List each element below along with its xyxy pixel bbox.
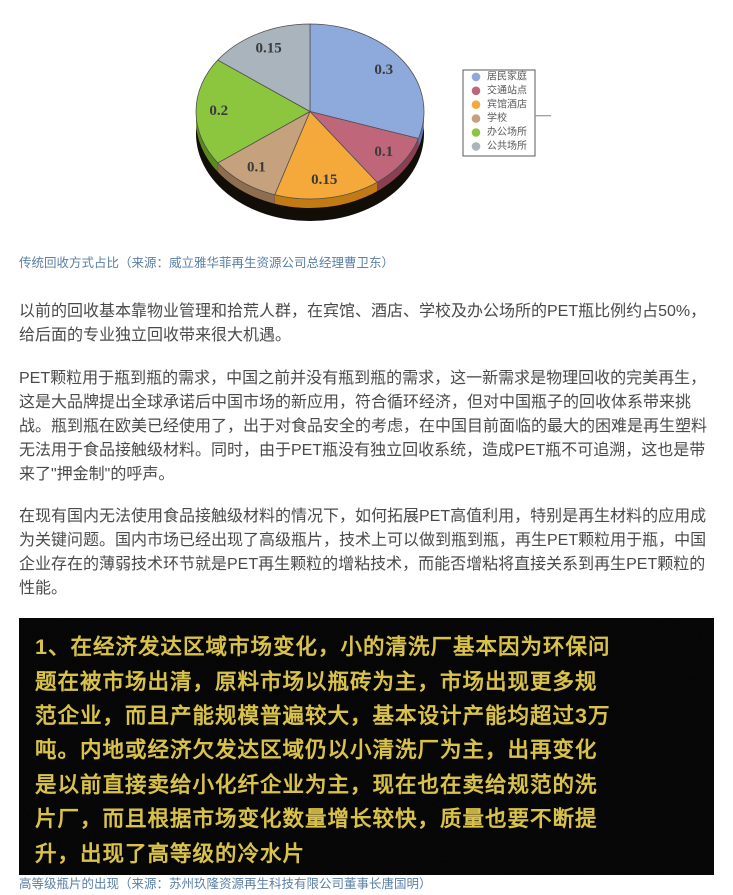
svg-text:交通站点: 交通站点 xyxy=(487,83,527,96)
svg-text:0.1: 0.1 xyxy=(374,144,393,160)
svg-text:0.1: 0.1 xyxy=(247,160,266,176)
svg-text:居民家庭: 居民家庭 xyxy=(487,70,527,83)
svg-text:公共场所: 公共场所 xyxy=(487,139,527,152)
svg-text:宾馆酒店: 宾馆酒店 xyxy=(487,97,527,110)
svg-text:0.3: 0.3 xyxy=(374,62,393,78)
svg-text:办公场所: 办公场所 xyxy=(487,125,527,138)
svg-text:0.15: 0.15 xyxy=(255,41,281,57)
svg-text:0.2: 0.2 xyxy=(209,103,228,119)
svg-text:学校: 学校 xyxy=(487,111,507,124)
svg-text:0.15: 0.15 xyxy=(311,172,337,188)
